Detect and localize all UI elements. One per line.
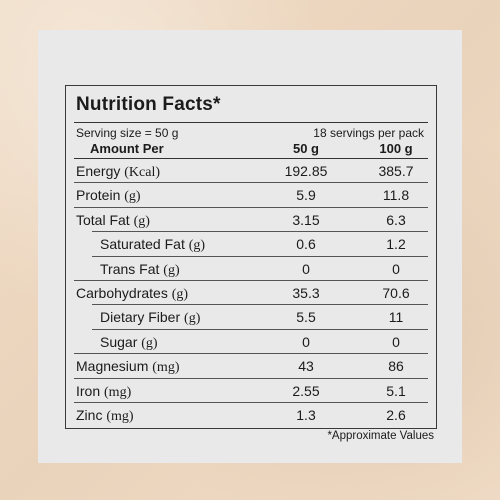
nutrient-name: Magnesium (mg) xyxy=(76,358,180,376)
value-50g: 3.15 xyxy=(292,211,320,228)
title-divider xyxy=(74,122,428,123)
value-100g: 6.3 xyxy=(386,211,406,228)
nutrient-unit: (g) xyxy=(171,286,189,302)
value-100g: 2.6 xyxy=(386,406,406,423)
serving-size: Serving size = 50 g xyxy=(76,126,179,140)
nutrient-unit: (g) xyxy=(133,213,150,229)
value-50g: 0 xyxy=(302,333,310,350)
nutrient-name: Energy (Kcal) xyxy=(76,163,161,180)
nutrient-rows: Energy (Kcal) 192.85 385.7 Protein (g) 5.9 11… xyxy=(74,159,428,427)
nutrient-name: Dietary Fiber (g) xyxy=(100,309,201,327)
nutrient-name: Protein (g) xyxy=(76,187,141,205)
col-50g-header: 50 g xyxy=(292,141,319,156)
value-100g: 0 xyxy=(392,333,400,350)
value-100g: 11.8 xyxy=(382,187,410,204)
nutrient-unit: (mg) xyxy=(152,360,180,376)
nutrient-unit: (g) xyxy=(184,311,201,327)
value-50g: 2.55 xyxy=(292,382,320,399)
nutrient-name: Saturated Fat (g) xyxy=(100,236,206,254)
nutrient-row: Dietary Fiber (g) 5.5 11 xyxy=(74,304,428,330)
nutrient-name: Total Fat (g) xyxy=(76,211,150,229)
value-50g: 0 xyxy=(302,260,310,277)
value-50g: 43 xyxy=(298,358,314,375)
value-100g: 385.7 xyxy=(378,163,414,179)
value-100g: 86 xyxy=(388,358,404,375)
nutrient-row: Iron (mg) 2.55 5.1 xyxy=(74,379,428,403)
value-50g: 35.3 xyxy=(292,284,320,301)
nutrition-title: Nutrition Facts* xyxy=(76,94,221,115)
nutrient-unit: (g) xyxy=(141,335,158,351)
value-50g: 0.6 xyxy=(296,236,316,253)
serving-info: Serving size = 50 g 18 servings per pack xyxy=(76,126,424,140)
nutrient-row: Saturated Fat (g) 0.6 1.2 xyxy=(74,231,428,257)
value-100g: 5.1 xyxy=(386,382,406,399)
nutrient-row: Energy (Kcal) 192.85 385.7 xyxy=(74,159,428,184)
header-divider xyxy=(74,158,428,159)
amount-per-header: Amount Per xyxy=(90,141,164,156)
nutrition-card: Nutrition Facts* Serving size = 50 g 18 … xyxy=(38,30,462,463)
nutrient-row: Magnesium (mg) 43 86 xyxy=(74,354,428,379)
nutrient-unit: (g) xyxy=(188,238,206,254)
value-50g: 1.3 xyxy=(296,406,316,423)
nutrient-unit: (mg) xyxy=(106,408,134,424)
value-50g: 5.5 xyxy=(296,309,316,326)
value-100g: 70.6 xyxy=(382,284,410,301)
nutrient-unit: (Kcal) xyxy=(124,165,161,180)
value-100g: 0 xyxy=(392,260,400,277)
nutrient-row: Sugar (g) 0 0 xyxy=(74,328,428,355)
col-100g-header: 100 g xyxy=(379,141,413,156)
nutrient-name: Iron (mg) xyxy=(76,382,132,400)
nutrient-row: Zinc (mg) 1.3 2.6 xyxy=(74,403,428,427)
value-50g: 192.85 xyxy=(284,163,328,179)
servings-per-pack: 18 servings per pack xyxy=(313,126,424,140)
nutrient-unit: (g) xyxy=(163,262,180,278)
footnote: *Approximate Values xyxy=(327,430,434,442)
nutrient-name: Zinc (mg) xyxy=(76,406,134,424)
nutrition-facts-label: Nutrition Facts* Serving size = 50 g 18 … xyxy=(65,85,437,429)
nutrient-row: Total Fat (g) 3.15 6.3 xyxy=(74,208,428,233)
value-100g: 11 xyxy=(388,309,404,326)
nutrient-name: Trans Fat (g) xyxy=(100,260,180,278)
nutrient-unit: (g) xyxy=(124,189,141,205)
nutrient-row: Protein (g) 5.9 11.8 xyxy=(74,183,428,208)
nutrient-name: Carbohydrates (g) xyxy=(76,284,189,302)
value-100g: 1.2 xyxy=(386,236,406,253)
nutrient-unit: (mg) xyxy=(104,384,132,400)
nutrient-name: Sugar (g) xyxy=(100,333,158,351)
nutrient-row: Trans Fat (g) 0 0 xyxy=(74,255,428,281)
nutrient-row: Carbohydrates (g) 35.3 70.6 xyxy=(74,281,428,306)
value-50g: 5.9 xyxy=(296,187,316,204)
